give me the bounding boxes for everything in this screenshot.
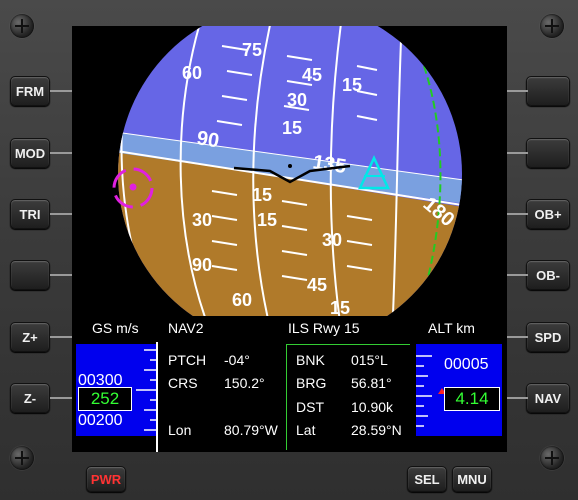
button-tick-line (50, 152, 72, 154)
svg-text:15: 15 (342, 75, 362, 95)
button-tick-line (506, 152, 528, 154)
button-tick-line (50, 397, 72, 399)
nav-button[interactable]: NAV (526, 383, 570, 413)
button-tick-line (506, 397, 528, 399)
speed-upper: 00300 (78, 372, 123, 389)
speed-readout: 252 (78, 387, 132, 411)
lon-label: Lon (168, 422, 192, 438)
ptch-value: -04° (224, 352, 250, 368)
svg-text:45: 45 (302, 65, 322, 85)
zoom-out-button[interactable]: Z- (10, 383, 50, 413)
brg-label: BRG (296, 375, 327, 391)
screw-icon (540, 446, 564, 470)
svg-text:90: 90 (192, 255, 212, 275)
aircraft-symbol-icon (233, 164, 351, 184)
button-tick-line (506, 274, 528, 276)
separator (156, 342, 158, 452)
svg-text:60: 60 (232, 290, 252, 310)
svg-text:30: 30 (192, 210, 212, 230)
bnk-label: BNK (296, 352, 325, 368)
ptch-label: PTCH (168, 352, 207, 368)
dst-value: 10.90k (351, 399, 394, 415)
attitude-sphere: 60 75 45 30 15 15 15 30 15 30 90 60 45 1… (112, 26, 462, 316)
lat-value: 28.59°N (351, 422, 402, 438)
speed-lower: 00200 (78, 412, 123, 429)
button-tick-line (50, 213, 72, 215)
brg-value: 56.81° (351, 375, 392, 391)
svg-text:60: 60 (182, 63, 202, 83)
svg-text:15: 15 (330, 298, 350, 316)
svg-text:75: 75 (242, 40, 262, 60)
mfd-screen: 60 75 45 30 15 15 15 30 15 30 90 60 45 1… (72, 26, 507, 452)
svg-text:45: 45 (307, 275, 327, 295)
button-tick-line (506, 336, 528, 338)
nav-source: NAV2 (168, 320, 204, 336)
ob-plus-button[interactable]: OB+ (526, 199, 570, 229)
approach-name: ILS Rwy 15 (288, 320, 360, 336)
gs-label: GS m/s (92, 320, 139, 336)
button-tick-line (50, 336, 72, 338)
alt-upper: 00005 (444, 356, 489, 373)
mod-button[interactable]: MOD (10, 138, 50, 168)
lat-label: Lat (296, 422, 316, 438)
zoom-in-button[interactable]: Z+ (10, 322, 50, 352)
screw-icon (10, 14, 34, 38)
separator (286, 344, 287, 450)
waypoint-triangle-icon (358, 155, 390, 190)
dst-label: DST (296, 399, 324, 415)
svg-text:135: 135 (311, 151, 347, 178)
screw-icon (540, 14, 564, 38)
svg-text:30: 30 (287, 90, 307, 110)
button-tick-line (50, 274, 72, 276)
bnk-value: 015°L (351, 352, 388, 368)
alt-readout: 4.14 (444, 387, 500, 411)
frm-button[interactable]: FRM (10, 76, 50, 106)
ob-minus-button[interactable]: OB- (526, 260, 570, 290)
button-tick-line (50, 90, 72, 92)
screw-icon (10, 446, 34, 470)
left-blank-button[interactable] (10, 260, 50, 290)
spd-button[interactable]: SPD (526, 322, 570, 352)
button-tick-line (506, 213, 528, 215)
tri-button[interactable]: TRI (10, 199, 50, 229)
right-blank-button-2[interactable] (526, 138, 570, 168)
svg-text:15: 15 (257, 210, 277, 230)
crs-value: 150.2° (224, 375, 265, 391)
right-blank-button-1[interactable] (526, 76, 570, 106)
button-tick-line (506, 90, 528, 92)
svg-text:90: 90 (195, 127, 220, 152)
mnu-button[interactable]: MNU (452, 466, 492, 492)
svg-text:15: 15 (252, 185, 272, 205)
separator (286, 344, 410, 345)
pwr-button[interactable]: PWR (86, 466, 126, 492)
target-circle-icon (112, 167, 154, 209)
sel-button[interactable]: SEL (407, 466, 447, 492)
alt-label: ALT km (428, 320, 475, 336)
svg-text:30: 30 (322, 230, 342, 250)
crs-label: CRS (168, 375, 198, 391)
lon-value: 80.79°W (224, 422, 278, 438)
svg-text:15: 15 (282, 118, 302, 138)
